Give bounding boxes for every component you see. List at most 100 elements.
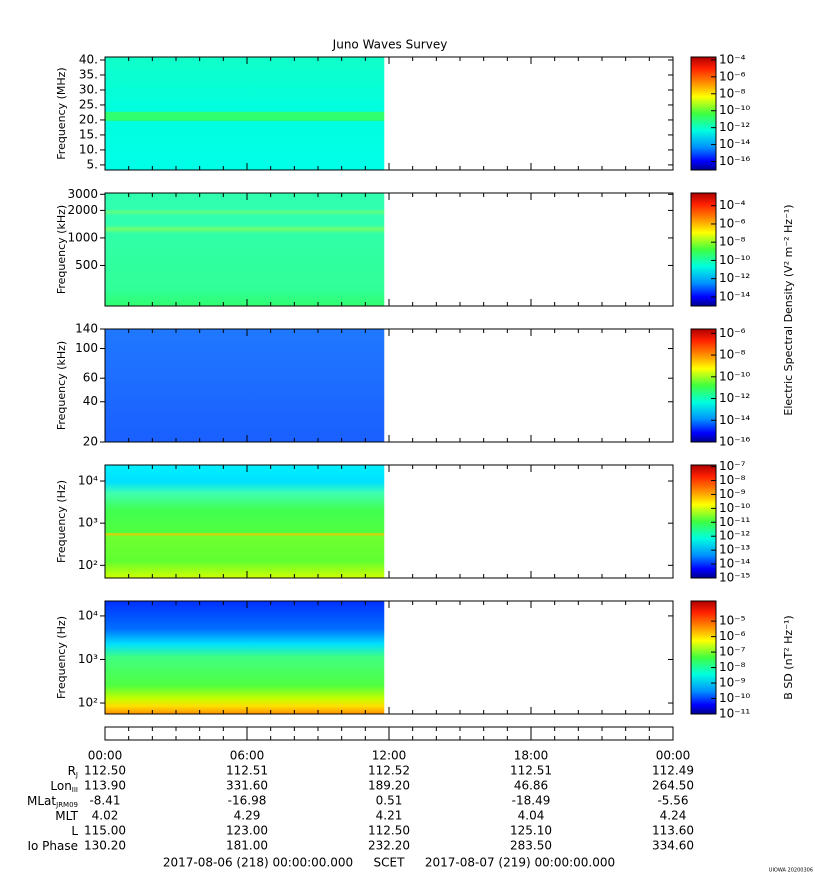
y-axis-label: Frequency (Hz) (55, 616, 68, 699)
ephemeris-value: 4.21 (376, 809, 403, 823)
colorbar-tick-label: 10⁻⁸ (719, 86, 746, 100)
ephemeris-label-text: MLat (27, 794, 56, 808)
colorbar-tick-label: 10⁻¹⁵ (719, 571, 750, 585)
colorbar (690, 328, 717, 443)
ephemeris-label-sub: III (72, 786, 78, 794)
colorbar-tick-label: 10⁻¹⁴ (719, 557, 750, 571)
y-tick-label: 10. (79, 142, 98, 156)
x-tick-label: 18:00 (514, 749, 549, 763)
colorbar-tick-label: 10⁻⁷ (719, 645, 746, 659)
y-tick-label: 140 (75, 322, 98, 336)
y-tick-label: 3000 (67, 187, 98, 201)
y-tick-label: 1000 (67, 230, 98, 244)
ephemeris-value: 112.50 (368, 824, 410, 838)
colorbar-tick-label: 10⁻⁵ (719, 614, 746, 628)
ephemeris-value: 331.60 (226, 779, 268, 793)
ephemeris-label-sub: J (75, 771, 78, 779)
colorbar-tick-label: 10⁻⁴ (719, 52, 746, 66)
y-tick-label: 10³ (78, 516, 98, 530)
ephemeris-value: 0.51 (376, 794, 403, 808)
spectrogram-image (105, 57, 385, 170)
spectrogram-image (105, 193, 385, 306)
y-tick-label: 60 (83, 371, 98, 385)
footer-scet: SCET (374, 856, 406, 870)
ephemeris-value: 115.00 (84, 824, 126, 838)
ephemeris-value: 4.04 (518, 809, 545, 823)
ephemeris-label: Io Phase (27, 839, 78, 853)
footer-credit: UIOWA 20200306 (769, 868, 813, 874)
y-axis-label: Frequency (MHz) (55, 67, 68, 159)
ephemeris-value: 4.29 (234, 809, 261, 823)
y-tick-label: 2000 (67, 203, 98, 217)
x-tick-label: 12:00 (372, 749, 407, 763)
colorbar-tick-label: 10⁻⁷ (719, 459, 746, 473)
colorbar-tick-label: 10⁻¹² (719, 271, 750, 285)
colorbar-tick-label: 10⁻¹⁰ (719, 691, 750, 705)
ephemeris-value: 4.24 (660, 809, 687, 823)
ephemeris-value: 125.10 (510, 824, 552, 838)
ephemeris-value: 181.00 (226, 839, 268, 853)
colorbar (690, 464, 717, 579)
ephemeris-label-sub: JRM09 (55, 801, 78, 809)
ephemeris-value: 112.52 (368, 764, 410, 778)
colorbar-tick-label: 10⁻⁴ (719, 198, 746, 212)
ephemeris-value: -5.56 (657, 794, 688, 808)
y-tick-label: 40. (79, 52, 98, 66)
colorbar (690, 56, 717, 171)
colorbar-tick-label: 10⁻¹⁰ (719, 103, 750, 117)
y-tick-label: 20. (79, 112, 98, 126)
colorbar-tick-label: 10⁻⁶ (719, 216, 746, 230)
ephemeris-value: 112.51 (226, 764, 268, 778)
colorbar-label: B SD (nT² Hz⁻¹) (782, 615, 795, 699)
y-tick-label: 40 (83, 394, 98, 408)
ephemeris-value: 113.60 (652, 824, 694, 838)
ephemeris-value: 232.20 (368, 839, 410, 853)
colorbar-tick-label: 10⁻¹⁰ (719, 369, 750, 383)
y-axis-label: Frequency (kHz) (55, 205, 68, 294)
colorbar-tick-label: 10⁻¹⁶ (719, 435, 750, 449)
colorbar-tick-label: 10⁻¹² (719, 391, 750, 405)
colorbar-tick-label: 10⁻¹⁴ (719, 289, 750, 303)
y-axis-label: Frequency (Hz) (55, 480, 68, 563)
ephemeris-label-text: MLT (55, 809, 78, 823)
title: Juno Waves Survey (332, 38, 448, 52)
y-tick-label: 25. (79, 97, 98, 111)
colorbar-tick-label: 10⁻⁸ (719, 235, 746, 249)
colorbar-tick-label: 10⁻⁶ (719, 69, 746, 83)
colorbar-tick-label: 10⁻¹⁴ (719, 137, 750, 151)
y-tick-label: 20 (83, 435, 98, 449)
x-tick-label: 00:00 (88, 749, 123, 763)
ephemeris-label: RJ (68, 764, 78, 780)
colorbar-tick-label: 10⁻⁸ (719, 660, 746, 674)
colorbar-tick-label: 10⁻¹² (719, 120, 750, 134)
ephemeris-value: 130.20 (84, 839, 126, 853)
ephemeris-value: -16.98 (228, 794, 267, 808)
ephemeris-value: 4.02 (92, 809, 119, 823)
ephemeris-value: 112.50 (84, 764, 126, 778)
ephemeris-label-text: L (71, 824, 78, 838)
colorbar-tick-label: 10⁻¹¹ (719, 707, 750, 721)
ephemeris-label: L (71, 824, 78, 838)
ephemeris-value: 112.49 (652, 764, 694, 778)
y-tick-label: 15. (79, 127, 98, 141)
colorbar-tick-label: 10⁻⁹ (719, 676, 746, 690)
colorbar-tick-label: 10⁻¹¹ (719, 515, 750, 529)
ephemeris-value: 189.20 (368, 779, 410, 793)
ephemeris-label-text: Lon (50, 779, 71, 793)
y-tick-label: 10⁴ (78, 474, 98, 488)
y-tick-label: 5. (87, 157, 98, 171)
ephemeris-label-text: Io Phase (27, 839, 78, 853)
y-tick-label: 35. (79, 67, 98, 81)
ephemeris-value: 113.90 (84, 779, 126, 793)
ephemeris-value: 112.51 (510, 764, 552, 778)
ephemeris-label: MLatJRM09 (27, 794, 78, 810)
ephemeris-label: MLT (55, 809, 78, 823)
footer-start: 2017-08-06 (218) 00:00:00.000 (163, 856, 353, 870)
y-tick-label: 10³ (78, 652, 98, 666)
x-tick-label: 00:00 (656, 749, 691, 763)
x-tick-label: 06:00 (230, 749, 265, 763)
footer-end: 2017-08-07 (219) 00:00:00.000 (425, 856, 615, 870)
colorbar-label: Electric Spectral Density (V² m⁻² Hz⁻¹) (782, 204, 795, 415)
y-tick-label: 10² (78, 558, 98, 572)
